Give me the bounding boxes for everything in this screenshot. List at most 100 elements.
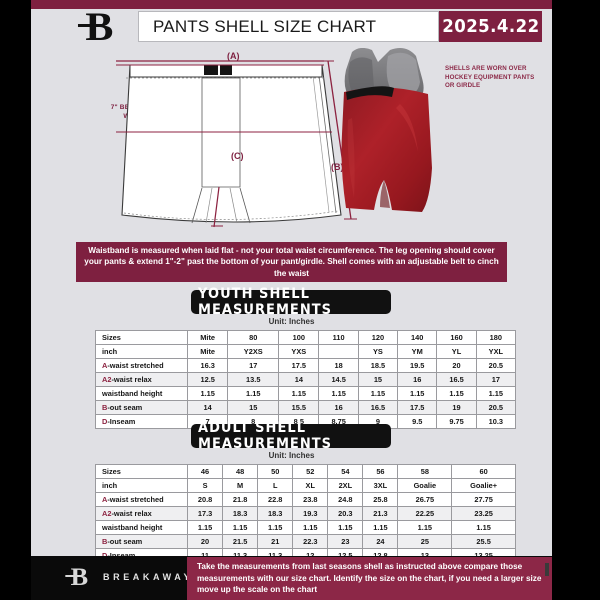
illustration-area: 7" BELOWWAIST <box>31 45 552 266</box>
row-label: A2-waist relax <box>95 506 188 521</box>
footer: B BREAKAWAY Take the measurements from l… <box>31 556 552 600</box>
row-label: B-out seam <box>95 534 188 549</box>
row-label: B-out seam <box>95 400 188 415</box>
table-cell: 50 <box>257 464 294 479</box>
row-label: Sizes <box>95 330 188 345</box>
table-cell: 46 <box>186 464 224 479</box>
table-cell: 80 <box>227 330 280 345</box>
table-cell: 16.5 <box>436 372 477 387</box>
row-marker: A2 <box>102 375 112 384</box>
table-cell: YXL <box>475 344 517 359</box>
table-cell: 20 <box>436 358 477 373</box>
measure-label-b: (B) <box>331 162 344 172</box>
table-cell: 1.15 <box>186 520 224 535</box>
table-cell: 23 <box>327 534 364 549</box>
table-row: Sizes 46 48 50 52 54 56 58 60 <box>95 464 516 479</box>
youth-unit-label: Unit: Inches <box>268 317 315 326</box>
row-label: A2-waist relax <box>95 372 188 387</box>
table-cell: 20.3 <box>327 506 364 521</box>
table-cell: 18 <box>318 358 359 373</box>
table-cell: 19.3 <box>292 506 329 521</box>
pant-shell-technical-drawing <box>116 60 357 228</box>
table-cell: 17 <box>227 358 280 373</box>
table-row: inch Mite Y2XS YXS YS YM YL YXL <box>95 344 517 359</box>
adult-section-title-text: ADULT SHELL MEASUREMENTS <box>198 420 333 452</box>
table-cell: 1.15 <box>227 386 280 401</box>
table-cell: 20 <box>186 534 224 549</box>
table-cell: 52 <box>292 464 329 479</box>
table-cell: Mite <box>186 344 229 359</box>
table-cell: 1.15 <box>397 386 438 401</box>
table-cell: 1.15 <box>292 520 329 535</box>
date-badge: 2025.4.22 <box>439 11 542 42</box>
table-cell: 20.8 <box>186 492 224 507</box>
table-cell: 21 <box>257 534 294 549</box>
row-label: A-waist stretched <box>95 358 188 373</box>
table-cell: 1.15 <box>318 386 359 401</box>
table-cell: 54 <box>327 464 364 479</box>
table-cell: 48 <box>222 464 259 479</box>
youth-section-title: YOUTH SHELL MEASUREMENTS <box>191 286 391 318</box>
table-row: A2-waist relax 17.3 18.3 18.3 19.3 20.3 21.3 22… <box>95 506 516 521</box>
breakaway-b-monogram-icon: B <box>77 4 114 49</box>
table-cell: 1.15 <box>397 520 453 535</box>
measurement-note-text: Waistband is measured when laid flat - n… <box>84 245 499 278</box>
table-cell: 16 <box>318 400 359 415</box>
row-marker: B <box>102 537 108 546</box>
table-row: A2-waist relax 12.5 13.5 14 14.5 15 16 16.5 17 <box>95 372 517 387</box>
row-label: A-waist stretched <box>95 492 188 507</box>
measure-label-c: (C) <box>231 151 244 161</box>
red-shell-product-photo <box>341 48 432 212</box>
table-cell: 160 <box>436 330 477 345</box>
table-cell: 24 <box>362 534 399 549</box>
table-cell: 23.8 <box>292 492 329 507</box>
row-marker: D <box>102 551 107 560</box>
header: B PANTS SHELL SIZE CHART 2025.4.22 <box>31 7 552 47</box>
table-cell: 15 <box>227 400 280 415</box>
table-cell: 14 <box>278 372 320 387</box>
table-cell: 26.75 <box>397 492 453 507</box>
row-label: waistband height <box>95 520 188 535</box>
table-cell: 17.5 <box>278 358 320 373</box>
table-cell: 20.5 <box>475 358 517 373</box>
row-marker: D <box>102 417 108 426</box>
table-cell: 21.5 <box>222 534 259 549</box>
table-cell: 17.3 <box>186 506 224 521</box>
table-cell: 22.3 <box>292 534 329 549</box>
table-cell: 120 <box>357 330 399 345</box>
annotation-shells-worn-over: SHELLS ARE WORN OVER HOCKEY EQUIPMENT PA… <box>445 65 535 90</box>
table-cell: Mite <box>186 330 229 345</box>
row-label: Sizes <box>95 464 188 479</box>
table-cell: 140 <box>397 330 438 345</box>
table-cell: 13.5 <box>227 372 280 387</box>
adult-table-body: Sizes 46 48 50 52 54 56 58 60 inch S M L XL 2XL 3XL Goal… <box>95 464 516 563</box>
table-cell: 58 <box>397 464 453 479</box>
table-row: A-waist stretched 20.8 21.8 22.8 23.8 24.8 25.… <box>95 492 516 507</box>
table-cell <box>318 344 359 359</box>
table-cell: Goalie <box>397 478 453 493</box>
footer-brand-name: BREAKAWAY <box>103 572 194 582</box>
measurement-note-banner: Waistband is measured when laid flat - n… <box>76 242 507 282</box>
table-row: waistband height 1.15 1.15 1.15 1.15 1.15 1.15… <box>95 386 517 401</box>
table-row: Sizes Mite 80 100 110 120 140 160 180 <box>95 330 517 345</box>
page-title: PANTS SHELL SIZE CHART <box>153 16 377 36</box>
footer-breakaway-b-monogram-icon: B <box>65 564 88 591</box>
table-cell: 18.5 <box>357 358 399 373</box>
table-cell: 18.3 <box>222 506 259 521</box>
row-label: inch <box>95 344 188 359</box>
table-cell: 23.25 <box>451 506 516 521</box>
row-marker: A <box>102 361 108 370</box>
table-cell: 110 <box>318 330 359 345</box>
table-cell: 14 <box>186 400 229 415</box>
table-cell: 14.5 <box>318 372 359 387</box>
row-marker: B <box>102 403 108 412</box>
table-cell: 16 <box>397 372 438 387</box>
table-cell: 25.8 <box>362 492 399 507</box>
table-cell: 18.3 <box>257 506 294 521</box>
table-cell: YXS <box>278 344 320 359</box>
table-cell: 9.5 <box>397 414 438 429</box>
table-cell: 1.15 <box>475 386 517 401</box>
table-cell: 180 <box>475 330 517 345</box>
table-cell: 1.15 <box>222 520 259 535</box>
